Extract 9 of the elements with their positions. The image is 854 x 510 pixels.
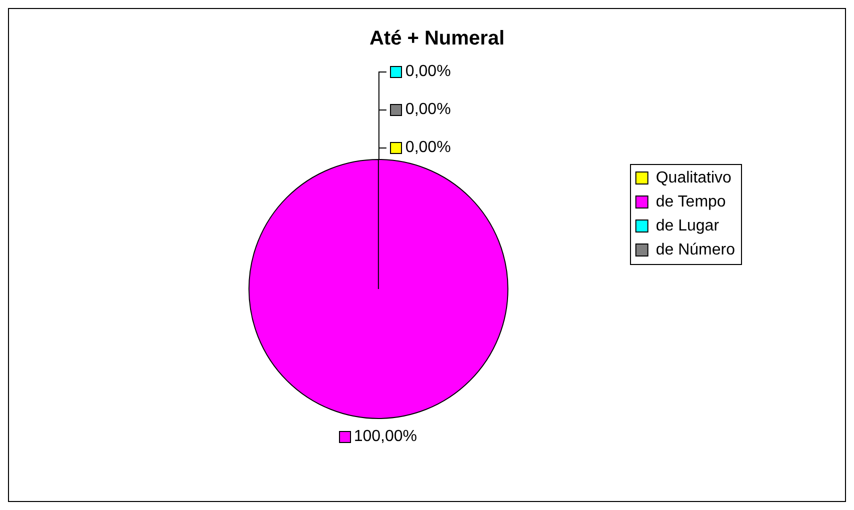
legend-label: Qualitativo — [656, 169, 732, 186]
text: 0,00% — [405, 138, 451, 156]
legend-label: de Lugar — [656, 217, 720, 234]
legend-label: de Número — [656, 241, 736, 258]
chart-title: Até + Numeral — [369, 28, 505, 50]
text: 0,00% — [405, 62, 451, 80]
data-label: 100,00% — [354, 428, 418, 446]
text: 0,00% — [405, 100, 451, 118]
legend-label: de Tempo — [656, 193, 726, 210]
